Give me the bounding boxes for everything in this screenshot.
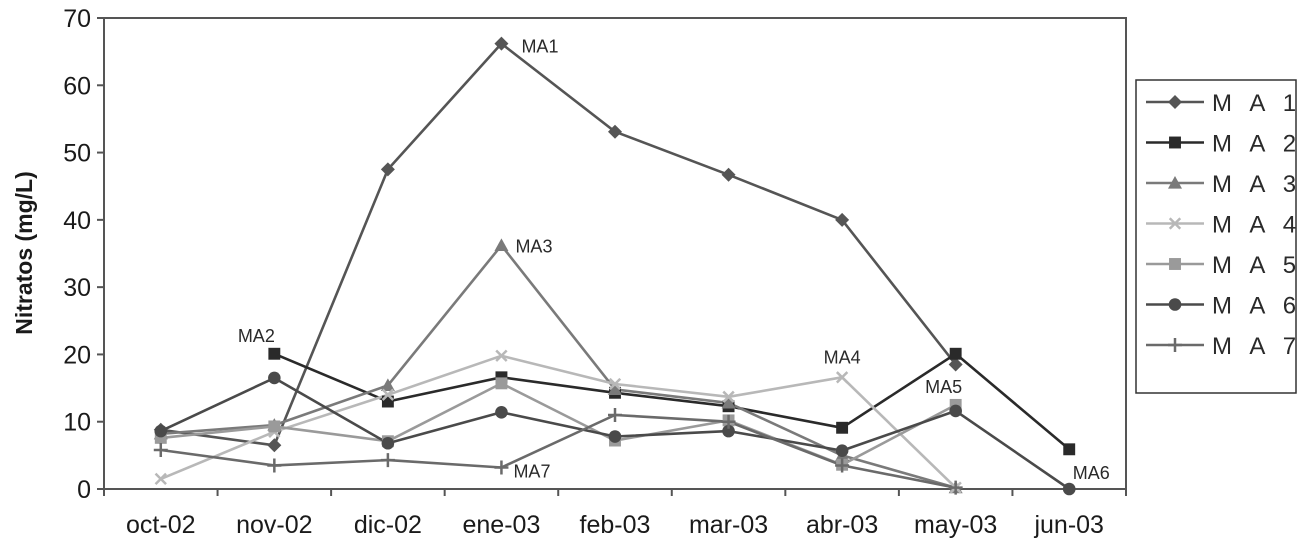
data-point-series-6 [608, 430, 622, 443]
legend-marker-7 [1168, 338, 1182, 352]
data-point-series-6 [1062, 482, 1076, 496]
data-point-series-7 [494, 460, 509, 475]
y-tick-label: 50 [63, 140, 91, 168]
data-point-series-4 [835, 371, 849, 384]
annotation-ma7: MA7 [513, 461, 550, 481]
data-point-series-7 [267, 458, 282, 473]
data-point-series-2 [495, 371, 508, 384]
y-tick-label: 20 [63, 341, 91, 369]
data-point-series-2 [1063, 443, 1076, 456]
x-tick-label: ene-03 [463, 511, 541, 539]
annotation-ma3: MA3 [515, 236, 552, 256]
data-point-series-4 [722, 390, 735, 403]
series-line-1 [160, 42, 957, 447]
data-point-series-1 [267, 438, 282, 453]
data-point-series-5 [495, 377, 508, 390]
legend-frame [1135, 79, 1297, 394]
series-line-7 [160, 413, 956, 489]
annotations: MA1 MA2 MA3 MA4 MA5 MA6 MA7 [238, 37, 1110, 483]
data-point-series-6 [835, 444, 849, 457]
data-point-series-1 [380, 162, 395, 177]
data-point-series-4 [495, 349, 508, 362]
legend-label-3: M A 3 [1212, 171, 1300, 198]
x-tick-label: nov-02 [236, 511, 312, 539]
data-point-series-7 [948, 480, 963, 495]
y-tick-label: 60 [63, 72, 91, 100]
x-tick-label: dic-02 [354, 511, 422, 539]
data-point-series-4 [154, 472, 167, 486]
data-point-series-3 [608, 382, 622, 396]
data-point-series-1 [494, 36, 509, 51]
annotation-ma6: MA6 [1073, 463, 1110, 483]
data-point-series-2 [381, 395, 394, 408]
y-tick-label: 10 [63, 409, 91, 437]
legend-label-5: M A 5 [1212, 252, 1300, 279]
data-point-series-7 [380, 453, 395, 468]
data-point-series-7 [153, 442, 168, 457]
legend-label-1: M A 1 [1212, 90, 1300, 117]
data-point-series-6 [154, 424, 168, 438]
legend-marker-1 [1168, 95, 1182, 109]
data-point-series-4 [608, 377, 622, 391]
x-tick-label: oct-02 [126, 511, 195, 539]
legend-label-2: M A 2 [1212, 131, 1300, 158]
data-point-series-6 [268, 371, 281, 385]
series-line-2 [273, 352, 1071, 451]
data-point-series-6 [722, 424, 735, 438]
legend-label-4: M A 4 [1212, 212, 1300, 239]
x-tick-label: jun-03 [1033, 511, 1104, 539]
legend-label-6: M A 6 [1212, 293, 1300, 320]
data-point-series-6 [949, 404, 962, 418]
legend-label-7: M A 7 [1212, 333, 1300, 360]
legend-marker-6 [1168, 298, 1182, 311]
data-point-series-1 [835, 212, 850, 227]
data-point-series-1 [948, 357, 963, 372]
data-point-series-6 [495, 405, 508, 419]
legend-marker-5 [1169, 258, 1181, 270]
plot-area: 0 10 20 30 40 50 60 70 oct-02 nov-02 dic-02 ene-03… [63, 5, 1127, 539]
annotation-ma4: MA4 [824, 347, 861, 367]
x-tick-label: abr-03 [806, 511, 878, 539]
y-axis-label: Nitratos (mg/L) [11, 171, 37, 335]
data-point-series-2 [949, 347, 962, 360]
legend-marker-4 [1168, 217, 1182, 230]
x-tick-label: mar-03 [689, 511, 768, 539]
annotation-ma1: MA1 [521, 37, 558, 57]
y-tick-label: 40 [63, 207, 91, 235]
data-point-series-7 [721, 414, 736, 429]
data-point-series-5 [154, 431, 167, 444]
data-point-series-7 [835, 458, 850, 473]
data-point-series-1 [721, 167, 736, 182]
series-lines [160, 42, 1071, 491]
data-point-series-2 [836, 421, 849, 434]
x-tick-label: feb-03 [580, 511, 651, 539]
x-axis: oct-02 nov-02 dic-02 ene-03 feb-03 mar-03 abr-… [103, 489, 1127, 539]
series-markers [153, 36, 1076, 496]
x-tick-label: may-03 [914, 511, 997, 539]
data-point-series-6 [381, 436, 395, 450]
legend-marker-2 [1169, 136, 1181, 149]
y-tick-label: 30 [63, 274, 91, 302]
data-point-series-1 [608, 124, 622, 139]
y-axis: 0 10 20 30 40 50 60 70 [63, 5, 104, 504]
annotation-ma5: MA5 [925, 377, 962, 397]
legend-marker-3 [1168, 176, 1182, 189]
annotation-ma2: MA2 [238, 326, 275, 346]
data-point-series-3 [380, 378, 395, 391]
data-point-series-7 [608, 407, 622, 422]
y-tick-label: 70 [63, 5, 91, 33]
data-point-series-4 [381, 388, 395, 401]
data-point-series-2 [268, 347, 281, 360]
data-point-series-3 [494, 238, 509, 252]
data-point-series-3 [721, 395, 736, 409]
series-line-4 [160, 354, 957, 489]
y-tick-label: 0 [77, 476, 91, 504]
legend: M A 1 M A 2 M A 3 M A 4 M A 5 M A 6 M A 7 [1135, 79, 1300, 394]
data-point-series-5 [268, 420, 281, 433]
